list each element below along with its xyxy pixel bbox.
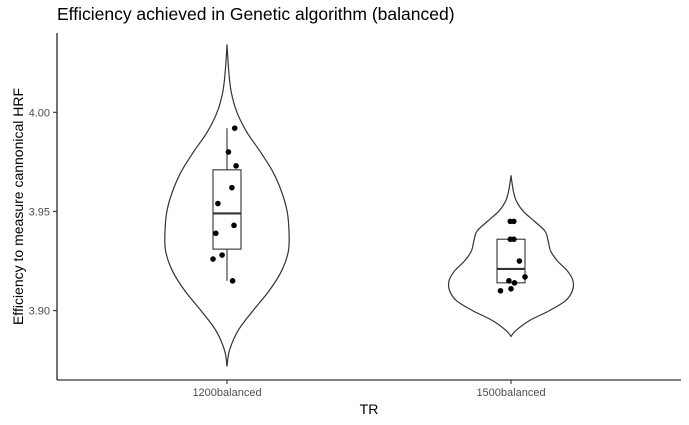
data-point-1200balanced-8 (210, 256, 216, 262)
y-axis-title: Efficiency to measure cannonical HRF (10, 88, 26, 325)
data-point-1200balanced-7 (219, 252, 225, 258)
data-point-1500balanced-6 (506, 278, 512, 284)
points-layer (210, 125, 528, 294)
violins-layer (164, 44, 575, 367)
violin-1200balanced (164, 44, 290, 367)
chart-title: Efficiency achieved in Genetic algorithm… (57, 4, 455, 24)
data-point-1500balanced-5 (522, 274, 528, 280)
y-tick-label: 3.95 (29, 206, 50, 218)
data-point-1200balanced-1 (225, 149, 232, 155)
boxplot-1200balanced (212, 128, 242, 281)
boxplots-layer (212, 128, 526, 284)
y-tick-label: 3.90 (29, 306, 50, 318)
data-point-1500balanced-8 (508, 285, 514, 292)
data-point-1200balanced-0 (231, 125, 238, 131)
data-point-1200balanced-2 (233, 163, 239, 169)
x-tick-label: 1500balanced (476, 387, 545, 399)
data-point-1500balanced-3 (511, 236, 517, 243)
y-axis-ticks: 3.90 3.95 4.00 (29, 107, 57, 318)
data-point-1200balanced-5 (231, 222, 237, 229)
data-point-1200balanced-3 (229, 184, 235, 191)
data-point-1200balanced-6 (213, 230, 219, 237)
data-point-1200balanced-4 (215, 200, 221, 207)
x-tick-label: 1200balanced (192, 387, 261, 399)
data-point-1500balanced-9 (497, 287, 504, 294)
y-tick-label: 4.00 (29, 107, 50, 119)
data-point-1200balanced-9 (229, 278, 236, 284)
violin-1500balanced (447, 175, 575, 337)
data-point-1500balanced-7 (511, 280, 518, 286)
box-1200balanced (212, 169, 242, 250)
x-axis-title: TR (360, 401, 379, 417)
data-point-1500balanced-4 (516, 258, 523, 264)
data-point-1500balanced-1 (511, 218, 517, 225)
x-axis-ticks: 1200balanced 1500balanced (192, 380, 546, 399)
